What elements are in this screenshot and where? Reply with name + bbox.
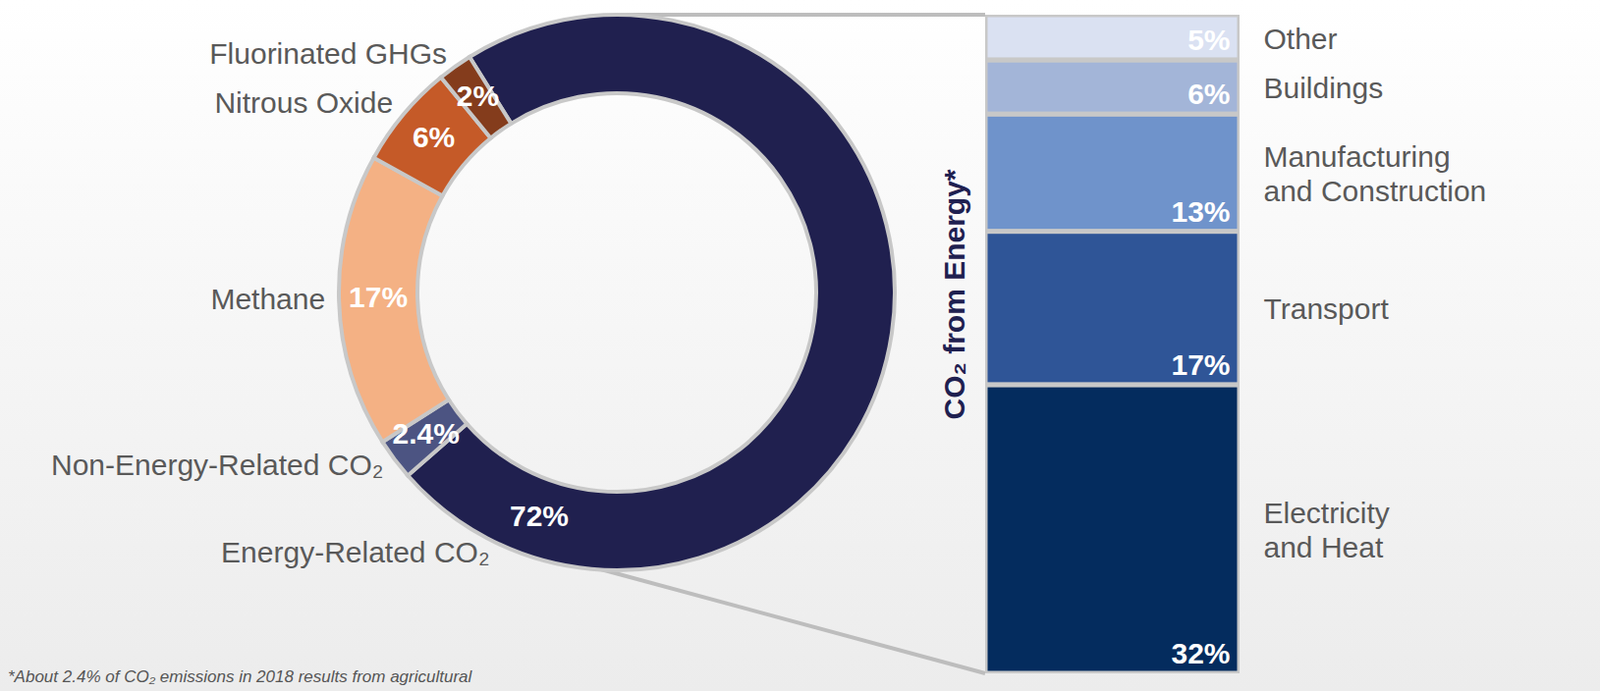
svg-text:6%: 6% [412,120,455,154]
svg-text:2.4%: 2.4% [391,417,459,450]
svg-text:Nitrous Oxide: Nitrous Oxide [214,86,393,119]
svg-text:Methane: Methane [210,282,326,316]
html-text:*About 2.4% of CO₂ emissions i: *About 2.4% of CO₂ emissions in 2018 res… [7,667,472,687]
svg-text:13%: 13% [1170,195,1230,228]
svg-text:Non-Energy-Related CO₂: Non-Energy-Related CO₂ [51,448,384,482]
html-text:CO₂ from Energy*: CO₂ from Energy* [937,169,971,420]
svg-text:Energy-Related CO₂: Energy-Related CO₂ [220,536,490,569]
svg-text:Fluorinated GHGs: Fluorinated GHGs [209,36,447,69]
svg-text:Transport: Transport [1264,292,1390,326]
svg-text:Other: Other [1264,22,1338,56]
svg-text:6%: 6% [1187,77,1230,111]
svg-text:72%: 72% [509,499,569,533]
svg-text:32%: 32% [1170,637,1230,670]
svg-text:Buildings: Buildings [1264,71,1384,105]
svg-text:2%: 2% [456,79,499,112]
svg-text:Electricityand Heat: Electricityand Heat [1264,496,1390,563]
svg-text:Manufacturingand Construction: Manufacturingand Construction [1264,140,1488,208]
svg-text:17%: 17% [1170,348,1230,382]
svg-text:5%: 5% [1187,23,1230,56]
svg-text:17%: 17% [348,280,408,314]
